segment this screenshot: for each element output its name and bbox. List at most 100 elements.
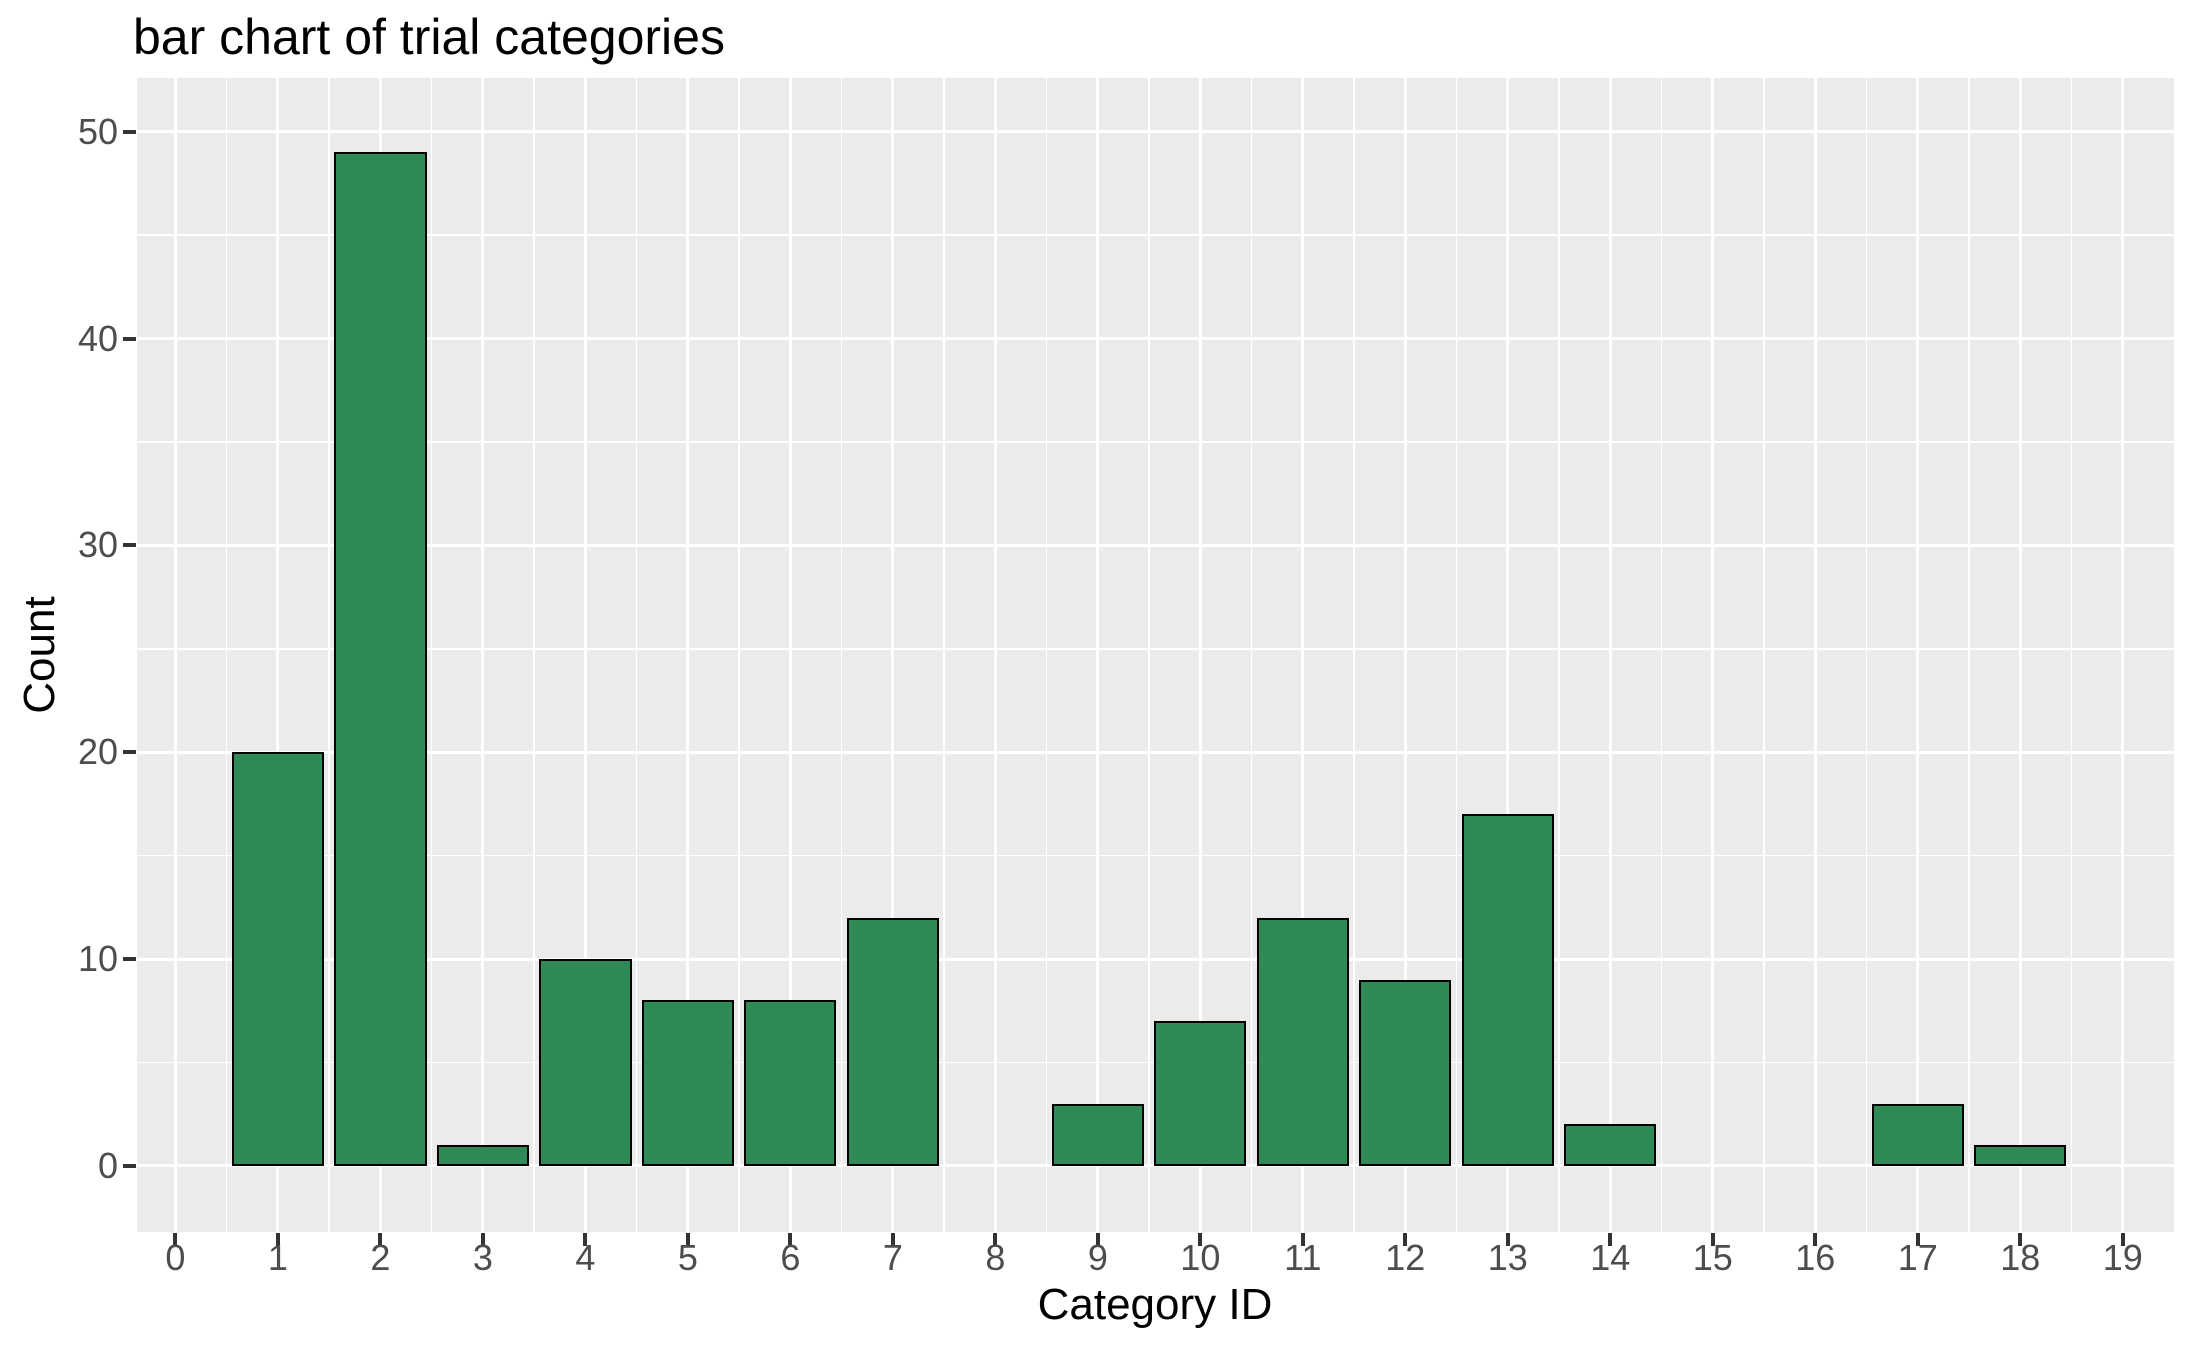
bar-category-13	[1461, 814, 1554, 1166]
x-tick-label: 2	[370, 1237, 391, 1278]
gridline-major-x	[481, 78, 485, 1232]
bar-category-4	[539, 959, 632, 1166]
gridline-minor-x	[1660, 78, 1663, 1232]
gridline-major-x	[1301, 78, 1305, 1232]
bar-category-10	[1154, 1021, 1247, 1166]
x-tick-mark	[275, 1233, 280, 1246]
gridline-minor-y	[137, 234, 2174, 236]
x-tick-mark	[1813, 1233, 1818, 1246]
x-tick-label: 18	[2000, 1237, 2041, 1278]
x-tick-label: 12	[1385, 1237, 1426, 1278]
gridline-minor-x	[1865, 78, 1868, 1232]
y-tick-mark	[123, 129, 136, 134]
x-tick-mark	[1608, 1233, 1613, 1246]
x-tick-mark	[993, 1233, 998, 1246]
gridline-major-x	[2121, 78, 2125, 1232]
gridline-major-x	[788, 78, 792, 1232]
bar-category-17	[1871, 1103, 1964, 1166]
bar-category-11	[1256, 917, 1349, 1166]
y-tick-label: 20	[77, 731, 118, 773]
gridline-major-y	[137, 543, 2174, 547]
gridline-major-x	[1096, 78, 1100, 1232]
bar-category-6	[744, 1000, 837, 1166]
y-tick-mark	[123, 750, 136, 755]
gridline-minor-x	[1968, 78, 1970, 1232]
x-tick-mark	[378, 1233, 383, 1246]
y-tick-mark	[123, 543, 136, 548]
gridline-major-x	[1403, 78, 1407, 1232]
x-tick-label: 17	[1897, 1237, 1938, 1278]
bar-category-14	[1564, 1124, 1657, 1166]
x-tick-label: 15	[1692, 1237, 1733, 1278]
y-tick-label: 50	[77, 110, 118, 152]
gridline-major-x	[173, 78, 177, 1232]
x-tick-mark	[685, 1233, 690, 1246]
x-tick-label: 8	[985, 1237, 1006, 1278]
bar-category-7	[846, 917, 939, 1166]
x-tick-label: 11	[1284, 1237, 1322, 1278]
x-tick-label: 9	[1087, 1237, 1108, 1278]
x-tick-mark	[788, 1233, 793, 1246]
x-tick-mark	[1095, 1233, 1100, 1246]
gridline-major-y	[137, 957, 2174, 961]
x-tick-mark	[1915, 1233, 1920, 1246]
gridline-major-y	[137, 130, 2174, 134]
y-tick-mark	[123, 336, 136, 341]
x-tick-mark	[1198, 1233, 1203, 1246]
y-tick-mark	[123, 957, 136, 961]
x-tick-mark	[173, 1233, 178, 1246]
x-tick-mark	[2120, 1233, 2125, 1246]
x-tick-label: 7	[882, 1237, 903, 1278]
gridline-major-x	[1813, 78, 1817, 1232]
x-tick-mark	[583, 1233, 588, 1246]
x-tick-label: 1	[267, 1237, 288, 1278]
gridline-major-x	[583, 78, 587, 1232]
y-tick-label: 0	[97, 1144, 118, 1186]
gridline-major-x	[1198, 78, 1202, 1232]
x-tick-label: 3	[472, 1237, 493, 1278]
x-tick-mark	[1300, 1233, 1305, 1246]
bar-category-1	[231, 752, 325, 1166]
gridline-major-x	[1608, 78, 1612, 1232]
x-tick-mark	[480, 1233, 485, 1246]
gridline-minor-x	[635, 78, 638, 1232]
x-tick-label: 0	[165, 1237, 186, 1278]
gridline-minor-x	[738, 78, 740, 1232]
gridline-minor-x	[1455, 78, 1458, 1232]
plot-panel	[137, 78, 2174, 1232]
x-axis-title: Category ID	[1037, 1280, 1273, 1329]
bar-category-9	[1051, 1103, 1144, 1166]
gridline-minor-x	[430, 78, 433, 1232]
x-tick-mark	[1505, 1233, 1510, 1246]
chart-title: bar chart of trial categories	[133, 9, 725, 65]
gridline-minor-x	[1558, 78, 1560, 1232]
gridline-major-x	[686, 78, 690, 1232]
gridline-minor-x	[533, 78, 535, 1232]
gridline-major-y	[137, 1164, 2174, 1168]
x-tick-label: 4	[575, 1237, 596, 1278]
bar-category-12	[1359, 979, 1452, 1166]
gridline-minor-x	[328, 78, 330, 1232]
bar-category-18	[1974, 1145, 2067, 1166]
gridline-minor-y	[137, 854, 2174, 857]
gridline-minor-x	[1045, 78, 1048, 1232]
gridline-major-x	[891, 78, 895, 1232]
x-tick-label: 10	[1180, 1237, 1221, 1278]
gridline-major-x	[1711, 78, 1715, 1232]
bar-category-3	[436, 1145, 530, 1166]
gridline-major-x	[993, 78, 997, 1232]
x-tick-mark	[2018, 1233, 2023, 1246]
gridline-major-x	[2018, 78, 2022, 1232]
gridline-minor-x	[943, 78, 945, 1232]
x-tick-mark	[1710, 1233, 1715, 1246]
x-tick-label: 16	[1795, 1237, 1836, 1278]
x-tick-label: 13	[1487, 1237, 1528, 1278]
gridline-minor-x	[1250, 78, 1253, 1232]
y-tick-label: 10	[77, 938, 118, 979]
x-tick-label: 6	[780, 1237, 801, 1278]
x-tick-label: 14	[1590, 1237, 1631, 1278]
gridline-minor-x	[1763, 78, 1765, 1232]
gridline-minor-y	[137, 648, 2174, 650]
y-tick-label: 30	[77, 524, 118, 566]
